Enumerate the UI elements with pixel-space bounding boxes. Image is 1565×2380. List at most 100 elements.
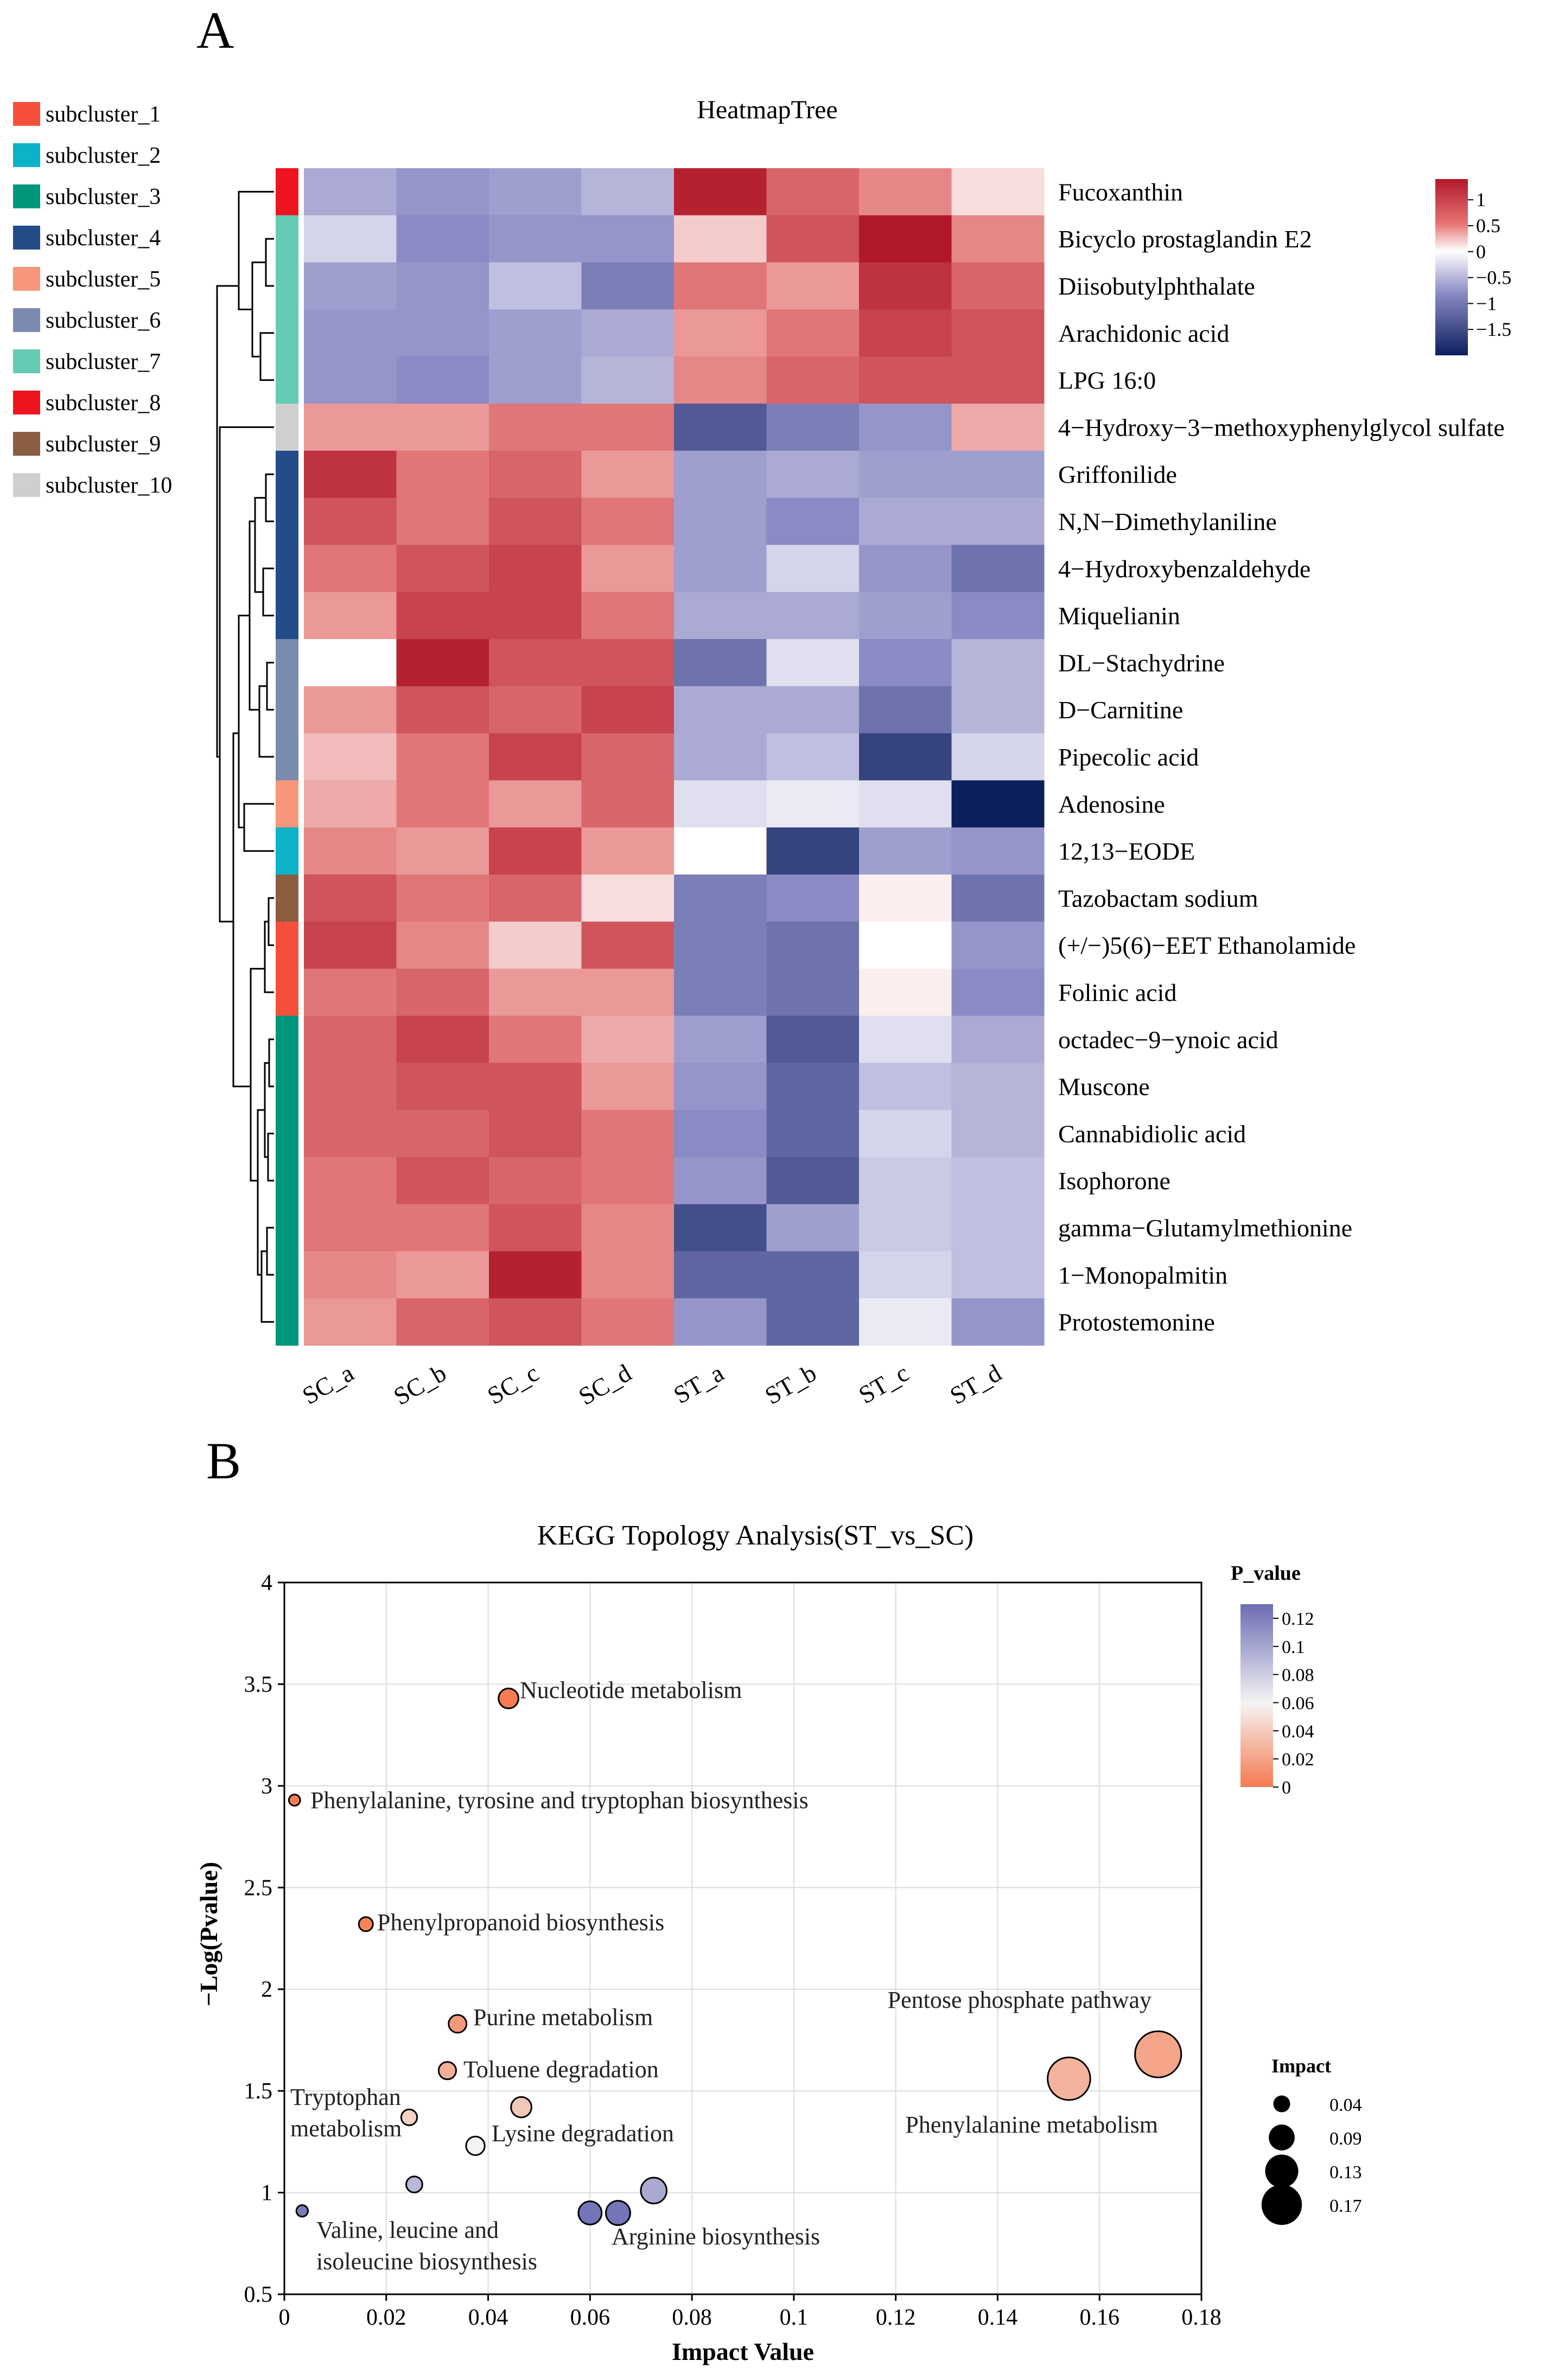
heatmap-cell [951, 1063, 1045, 1111]
cluster-bar-segment [276, 733, 298, 781]
heatmap-cell [951, 1251, 1045, 1299]
heatmap-cell [951, 1016, 1045, 1063]
cluster-bar-segment [276, 545, 298, 592]
dendrogram-branch [238, 190, 274, 310]
heatmap-cell [674, 168, 767, 216]
heatmap-colorbar [1435, 179, 1468, 355]
heatmap-cell [674, 1016, 767, 1063]
heatmap-cell [766, 1157, 860, 1205]
x-tick-label: 0.02 [366, 2305, 406, 2330]
pvalue-tick-label: 0.1 [1282, 1637, 1305, 1657]
row-labels: Fucoxanthin Bicyclo prostaglandin E2 Diiso… [1058, 178, 1505, 1336]
heatmap-cell [766, 639, 860, 687]
heatmap-cell [489, 1251, 582, 1299]
heatmap-cell [489, 309, 582, 357]
heatmap-cell [396, 1110, 489, 1158]
impact-legend-dot [1273, 2095, 1290, 2113]
x-tick-label: 0 [279, 2305, 290, 2330]
heatmap-cell [859, 262, 952, 310]
dendrogram-branch [259, 332, 274, 381]
colorbar-tick-label: 0 [1476, 241, 1486, 263]
heatmap-cell [674, 356, 767, 404]
heatmap-cell [859, 1298, 952, 1346]
heatmap-cell [396, 1157, 489, 1205]
heatmap-cell [396, 639, 489, 687]
heatmap-cell [581, 592, 675, 640]
heatmap-cell [674, 1251, 767, 1299]
row-label: Pipecolic acid [1058, 743, 1199, 771]
cluster-legend-swatch [13, 267, 40, 291]
heatmap-cell [396, 309, 489, 357]
cluster-bar-segment [276, 780, 298, 828]
heatmap-cell [396, 545, 489, 592]
heatmap-title: HeatmapTree [697, 95, 837, 124]
cluster-legend-label: subcluster_4 [46, 226, 161, 251]
heatmap-cell [859, 827, 952, 875]
dendrogram-branch [251, 261, 266, 358]
pathway-label: Toluene degradation [463, 2056, 659, 2083]
heatmap-cell [304, 1204, 397, 1252]
pvalue-legend: P_value 0.12 0.1 0.08 0.06 0.04 0.02 0 [1231, 1562, 1314, 1798]
y-tick-label: 4 [261, 1571, 272, 1596]
pathway-point [448, 2014, 468, 2034]
pvalue-tick-label: 0.06 [1282, 1693, 1314, 1713]
heatmap-cell [859, 404, 952, 451]
impact-legend-dot [1261, 2184, 1302, 2225]
pathway-point [577, 2200, 603, 2225]
heatmap-cell [674, 497, 767, 545]
heatmap-cell [396, 686, 489, 734]
heatmap-cell [304, 921, 397, 969]
pathway-label: Valine, leucine and [316, 2217, 499, 2243]
heatmap-cell [859, 639, 952, 687]
cluster-legend-label: subcluster_8 [46, 391, 161, 416]
heatmap-cell [951, 1110, 1045, 1158]
heatmap-cell [489, 592, 582, 640]
heatmap-cell [859, 497, 952, 545]
row-label: 4−Hydroxy−3−methoxyphenylglycol sulfate [1058, 413, 1505, 441]
impact-legend-label: 0.09 [1329, 2129, 1362, 2149]
row-label: Bicyclo prostaglandin E2 [1058, 225, 1312, 253]
cluster-legend-swatch [13, 226, 40, 250]
heatmap-cell [581, 639, 675, 687]
pathway-label: Phenylpropanoid biosynthesis [377, 1909, 664, 1936]
heatmap-cell [674, 1157, 767, 1205]
dendrogram-branch [250, 968, 265, 1182]
row-label: 1−Monopalmitin [1058, 1261, 1227, 1289]
row-label: D−Carnitine [1058, 696, 1183, 724]
heatmap-cell [304, 1298, 397, 1346]
row-label: Isophorone [1058, 1167, 1170, 1195]
heatmap-cell [489, 404, 582, 451]
heatmap-cell [581, 1063, 675, 1111]
heatmap-cell [304, 639, 397, 687]
column-label: ST_d [945, 1358, 1006, 1409]
pvalue-legend-title: P_value [1231, 1562, 1301, 1585]
heatmap-cell [396, 827, 489, 875]
cluster-bar-segment [276, 968, 298, 1016]
cluster-legend-swatch [13, 349, 40, 373]
heatmap-cell [951, 875, 1045, 922]
impact-legend-label: 0.13 [1329, 2162, 1362, 2183]
heatmap-cell [489, 356, 582, 404]
pathway-label: Tryptophan [290, 2084, 401, 2110]
heatmap-cell [581, 968, 675, 1016]
x-tick-label: 0.08 [672, 2305, 712, 2330]
heatmap-cell [859, 215, 952, 263]
dendrogram-branch [262, 567, 274, 617]
heatmap-cell [766, 875, 860, 922]
dendrogram-branch [243, 803, 274, 852]
heatmap-cell [304, 1157, 397, 1205]
cluster-bar-segment [276, 639, 298, 687]
heatmap-cell [859, 686, 952, 734]
column-label: SC_b [389, 1358, 451, 1410]
heatmap-cell [489, 686, 582, 734]
dendrogram-branch [268, 897, 274, 946]
x-tick-label: 0.18 [1181, 2305, 1222, 2330]
heatmap-cell [581, 1110, 675, 1158]
heatmap-cell [674, 262, 767, 310]
heatmap-cell [489, 1110, 582, 1158]
cluster-annotation-bar [276, 168, 298, 1346]
heatmap-cell [304, 1063, 397, 1111]
heatmap-cell [951, 827, 1045, 875]
heatmap-cell [489, 497, 582, 545]
heatmap-cell [489, 1157, 582, 1205]
